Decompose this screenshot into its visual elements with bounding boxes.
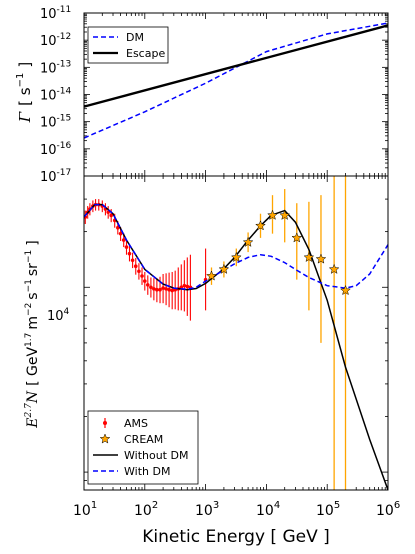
legend-dm-label: DM [126, 31, 144, 44]
x-tick-label-3: 103 [195, 500, 219, 519]
cream-star [315, 253, 327, 264]
bottom-ylabel: E2.7N[ GeV1.7m−2s−1sr−1] [24, 240, 41, 428]
cream-star [206, 270, 217, 281]
legend-without-dm-label: Without DM [124, 449, 188, 462]
top-ylabel-symbol: Γ [16, 111, 34, 123]
top-ylabel-unit-exp: −1 [15, 73, 26, 88]
legend-ams-marker [103, 418, 107, 428]
x-tick-label-5: 105 [316, 500, 340, 519]
bottom-ylabel-close: ] [25, 240, 41, 245]
bottom-ylabel-m-exp: −2 [24, 303, 34, 316]
bottom-legend: AMS CREAM Without DM With DM [87, 410, 199, 485]
top-panel: 10-17 10-16 10-15 10-14 10-13 10-12 10-11 Γ [ s… [15, 5, 389, 185]
series-line-dm [83, 22, 389, 139]
cream-star [303, 251, 315, 263]
top-ylabel-unit: [ s [16, 87, 34, 106]
bottom-clipped-series [84, 176, 388, 490]
bottom-ylabel-gev-exp: 1.7 [24, 333, 34, 347]
bottom-y-tick-label: 104 [47, 307, 70, 324]
cream-star [267, 209, 278, 220]
top-series-group [83, 22, 389, 139]
ams-point [124, 245, 129, 249]
ams-point [155, 287, 159, 292]
ams-point [140, 274, 144, 278]
legend-with-dm-label: With DM [124, 465, 170, 478]
ams-point [161, 286, 165, 290]
ams-point [118, 231, 123, 236]
top-y-tick-label: 10-15 [40, 114, 71, 131]
bottom-plot-frame [83, 175, 389, 491]
svg-text:E2.7N[ GeV1.7m−2s−1sr−1]: E2.7N[ GeV1.7m−2s−1sr−1] [24, 240, 41, 428]
legend-ams-label: AMS [124, 417, 148, 430]
top-ylabel: Γ [ s−1] [15, 62, 34, 123]
cream-star [291, 232, 303, 243]
top-y-tick-label: 10-13 [40, 59, 71, 76]
series-line-escape [83, 24, 389, 108]
ams-point [143, 279, 147, 283]
cream-star [340, 284, 351, 296]
ams-point [185, 284, 190, 289]
bottom-panel: 104 101 102 103 104 105 106 Kinetic Ener… [24, 175, 400, 547]
top-y-tick-label: 10-11 [40, 5, 71, 22]
bottom-ylabel-n: N [25, 390, 41, 404]
x-tick-label-2: 102 [134, 500, 158, 519]
cream-star [328, 263, 340, 274]
top-y-tick-label: 10-17 [40, 168, 71, 185]
cream-star [230, 251, 242, 263]
bottom-ylabel-sr: sr [25, 263, 41, 276]
ams-point [137, 269, 141, 274]
bottom-series-group [84, 176, 388, 490]
bottom-ylabel-s: s [25, 292, 41, 299]
bottom-ylabel-m: m [25, 316, 41, 330]
ams-point [133, 264, 138, 269]
ams-point [145, 283, 150, 287]
top-y-tick-label: 10-16 [40, 141, 72, 158]
bottom-ylabel-e: E [25, 417, 41, 428]
x-tick-label-1: 101 [73, 500, 97, 519]
ams-point [127, 251, 132, 256]
bottom-ylabel-gev: [ GeV [25, 347, 41, 386]
top-y-tick-label: 10-12 [40, 32, 71, 49]
cream-star [242, 236, 254, 247]
bottom-ylabel-e-exp: 2.7 [24, 403, 34, 419]
ams-point [158, 287, 162, 292]
top-y-tick-label: 10-14 [40, 87, 72, 104]
ams-point [130, 258, 135, 263]
bottom-xlabel: Kinetic Energy [ GeV ] [142, 527, 330, 547]
top-legend: DM Escape [87, 26, 169, 64]
ams-point [182, 283, 187, 288]
ams-point [116, 225, 120, 230]
legend-cream-label: CREAM [124, 433, 163, 446]
cream-star [218, 263, 230, 274]
bottom-ylabel-sr-exp: −1 [24, 250, 34, 263]
ams-point [152, 287, 156, 291]
cream-star [279, 209, 291, 220]
ams-point [109, 213, 113, 218]
top-y-tick-labels: 10-17 10-16 10-15 10-14 10-13 10-12 10-11 [40, 5, 72, 185]
ams-point [164, 287, 168, 291]
legend-cream-marker [99, 433, 111, 444]
ams-point [170, 288, 174, 293]
ams-point [149, 285, 153, 290]
svg-text:Γ[ s−1]: Γ [ s−1] [15, 62, 34, 123]
top-legend-box [87, 26, 169, 64]
bottom-x-tick-labels: 101 102 103 104 105 106 [73, 500, 400, 519]
x-tick-label-6: 106 [376, 500, 400, 519]
ams-point [167, 287, 171, 292]
legend-escape-label: Escape [126, 47, 165, 60]
ams-point [121, 238, 126, 242]
cream-star [255, 220, 266, 231]
top-ylabel-close: ] [16, 62, 34, 68]
bottom-ylabel-s-exp: −1 [24, 279, 34, 292]
x-tick-label-4: 104 [256, 500, 280, 519]
